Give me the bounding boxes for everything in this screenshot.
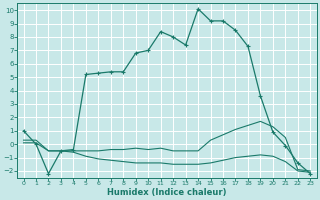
X-axis label: Humidex (Indice chaleur): Humidex (Indice chaleur) bbox=[107, 188, 227, 197]
